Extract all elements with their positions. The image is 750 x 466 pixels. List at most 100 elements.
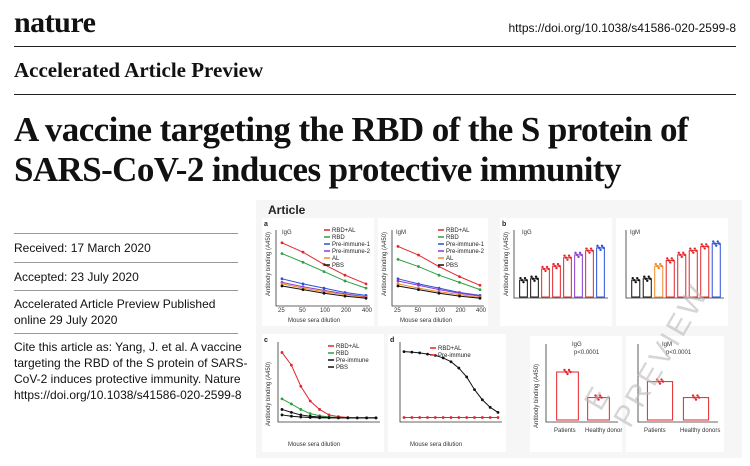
- data-point: [578, 251, 582, 255]
- data-point: [290, 411, 293, 414]
- data-point: [280, 397, 284, 401]
- bar: [700, 245, 710, 298]
- bar: [642, 278, 652, 298]
- axes: [625, 230, 724, 299]
- data-point: [488, 405, 492, 409]
- data-point: [600, 396, 603, 399]
- article-title: A vaccine targeting the RBD of the S pro…: [14, 110, 689, 189]
- data-point: [586, 249, 590, 252]
- data-point: [410, 416, 414, 419]
- legend-label: Pre-immune-2: [446, 249, 485, 255]
- panel-title: IgG: [572, 342, 582, 348]
- data-point: [280, 351, 284, 354]
- data-point: [644, 277, 647, 280]
- data-point: [597, 398, 600, 401]
- data-point: [449, 416, 453, 419]
- data-point: [555, 266, 558, 270]
- data-point: [566, 372, 569, 376]
- legend-label: Pre-immune: [438, 353, 471, 359]
- data-point: [318, 408, 321, 411]
- data-point: [677, 251, 680, 255]
- data-point: [680, 255, 683, 259]
- data-point: [643, 275, 646, 278]
- data-point: [465, 375, 469, 379]
- panel-letter: b: [502, 221, 506, 228]
- data-point: [595, 396, 599, 399]
- x-axis-label: Mouse sera dilution: [410, 442, 462, 448]
- data-point: [280, 408, 284, 411]
- data-point: [691, 394, 695, 397]
- panel-a-igm: IgM Antibody binding (A450) 25 50 100 200 40…: [378, 218, 488, 326]
- data-point: [596, 244, 599, 248]
- bar: [646, 381, 674, 421]
- x-axis-label: Mouse sera dilution: [288, 442, 340, 448]
- legend-label: RBD+AL: [438, 346, 462, 352]
- data-point: [712, 240, 715, 243]
- data-point: [374, 416, 378, 420]
- tick-label: 400: [362, 308, 373, 314]
- legend-label: RBD: [336, 351, 349, 357]
- panel-letter: a: [264, 221, 268, 228]
- data-point: [563, 254, 566, 257]
- data-point: [473, 388, 476, 391]
- data-point: [669, 261, 672, 264]
- data-point: [594, 394, 597, 397]
- tick-label: 100: [320, 308, 331, 314]
- tick-label: 50: [415, 308, 422, 314]
- panel-title: IgM: [396, 230, 406, 236]
- y-axis-label: Antibody binding (A450): [266, 362, 272, 426]
- legend-label: RBD: [446, 235, 459, 241]
- data-point: [457, 366, 461, 370]
- legend-label: Pre-immune-1: [332, 242, 371, 248]
- meta-divider: [14, 262, 238, 263]
- published-date: Accelerated Article Preview Published on…: [14, 297, 216, 327]
- data-point: [533, 279, 536, 282]
- data-point: [402, 350, 406, 353]
- data-point: [433, 416, 437, 419]
- data-point: [682, 251, 685, 255]
- figure-label: Article: [268, 203, 306, 217]
- data-point: [634, 280, 637, 284]
- data-point: [457, 416, 461, 419]
- data-point: [437, 288, 441, 291]
- tick-label: 200: [456, 308, 467, 314]
- data-point: [649, 277, 652, 280]
- data-point: [458, 281, 461, 284]
- data-point: [458, 275, 461, 279]
- header-divider: [14, 46, 736, 47]
- data-point: [577, 255, 580, 259]
- data-point: [437, 291, 441, 295]
- doi-link[interactable]: https://doi.org/10.1038/s41586-020-2599-…: [508, 21, 736, 35]
- data-point: [426, 416, 429, 419]
- meta-divider: [14, 290, 238, 291]
- data-point: [633, 278, 636, 282]
- data-point: [301, 260, 305, 264]
- data-point: [566, 258, 569, 261]
- data-point: [718, 242, 721, 245]
- data-point: [693, 396, 696, 399]
- data-point: [563, 368, 566, 372]
- axes: [275, 230, 370, 307]
- data-point: [700, 243, 703, 246]
- panel-e-igg: IgG p<0.0001 Antibody binding (A450) Pat…: [530, 336, 622, 452]
- axes: [399, 342, 502, 423]
- data-point: [544, 269, 547, 273]
- data-point: [364, 282, 368, 286]
- data-point: [580, 253, 583, 257]
- legend-label: RBD+AL: [336, 344, 360, 350]
- data-point: [694, 398, 698, 401]
- axes: [277, 342, 380, 423]
- data-point: [441, 356, 445, 360]
- panel-b-igg: b IgG Antibody binding (A450): [500, 218, 612, 326]
- data-point: [599, 248, 602, 252]
- panel-title: IgM: [662, 342, 672, 348]
- data-point: [301, 282, 305, 286]
- panel-c: c Antibody binding (A450) RBD+ALRBDPre-i…: [262, 334, 384, 452]
- data-point: [280, 241, 284, 245]
- data-point: [713, 242, 716, 245]
- data-point: [545, 265, 549, 269]
- data-point: [449, 360, 453, 364]
- data-point: [660, 378, 663, 381]
- legend-label: Pre-immune: [336, 358, 369, 364]
